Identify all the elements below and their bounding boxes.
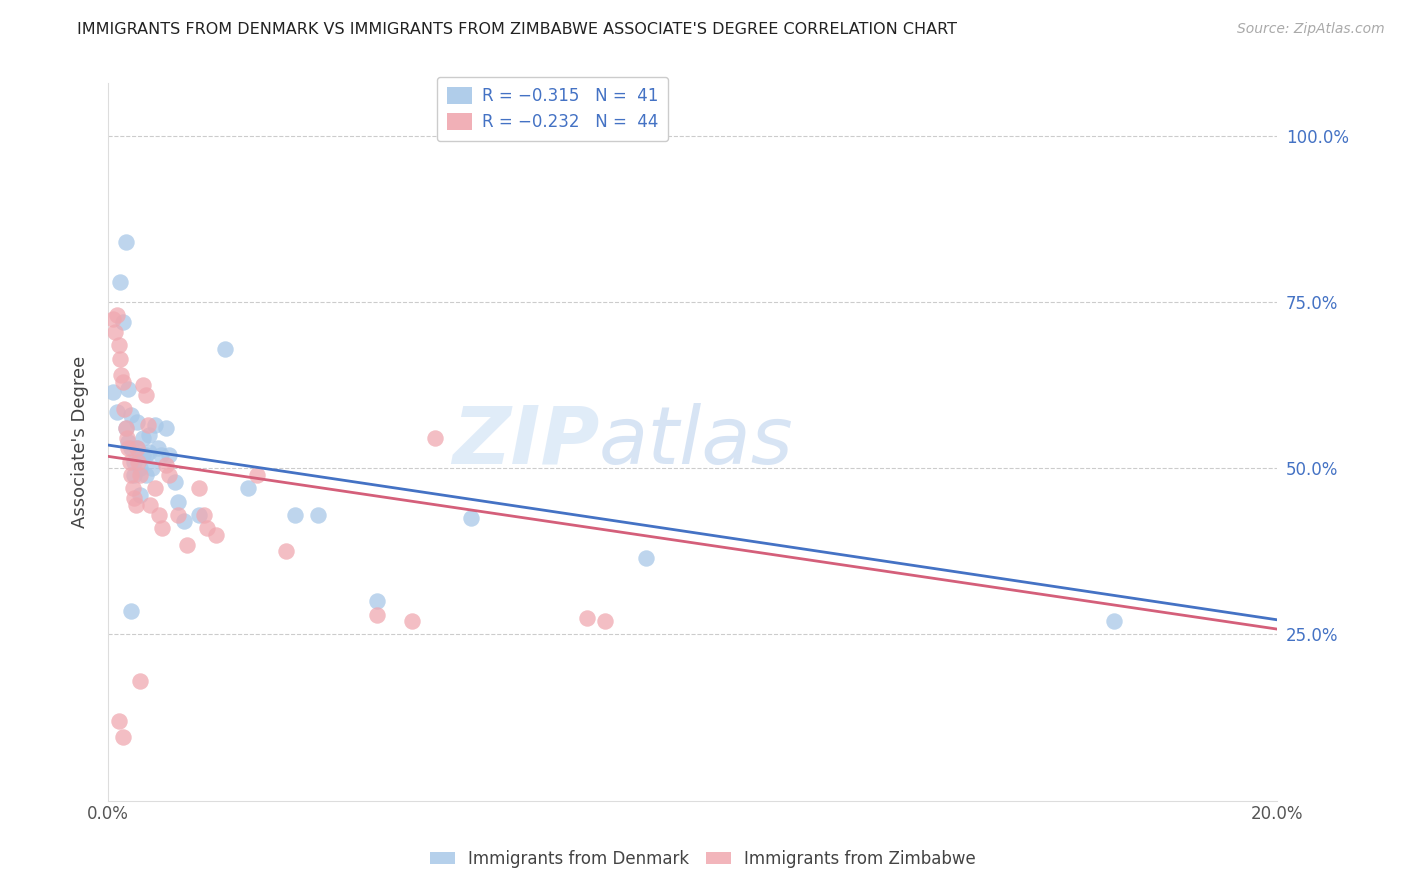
Point xyxy=(135,467,157,482)
Point xyxy=(136,418,159,433)
Point xyxy=(176,538,198,552)
Point xyxy=(104,325,127,339)
Point xyxy=(121,481,143,495)
Point xyxy=(593,614,616,628)
Point xyxy=(148,508,170,522)
Point xyxy=(101,311,124,326)
Point xyxy=(141,461,163,475)
Point xyxy=(157,448,180,462)
Point xyxy=(105,309,128,323)
Point xyxy=(129,488,152,502)
Point xyxy=(246,467,269,482)
Point xyxy=(167,494,190,508)
Point xyxy=(114,421,136,435)
Point xyxy=(135,388,157,402)
Point xyxy=(111,375,134,389)
Point xyxy=(129,467,152,482)
Point xyxy=(117,442,139,456)
Point xyxy=(238,481,260,495)
Point xyxy=(127,455,149,469)
Text: Source: ZipAtlas.com: Source: ZipAtlas.com xyxy=(1237,22,1385,37)
Point xyxy=(112,401,135,416)
Point xyxy=(124,491,146,506)
Text: ZIP: ZIP xyxy=(451,402,599,481)
Point xyxy=(114,421,136,435)
Point xyxy=(127,415,149,429)
Point xyxy=(143,418,166,433)
Point xyxy=(117,382,139,396)
Legend: R = −0.315   N =  41, R = −0.232   N =  44: R = −0.315 N = 41, R = −0.232 N = 44 xyxy=(437,77,668,142)
Point xyxy=(143,481,166,495)
Point xyxy=(366,607,388,622)
Point xyxy=(111,731,134,745)
Point xyxy=(173,515,195,529)
Point xyxy=(197,521,219,535)
Point xyxy=(460,511,482,525)
Point xyxy=(117,434,139,449)
Point xyxy=(120,408,142,422)
Point xyxy=(149,448,172,462)
Point xyxy=(120,467,142,482)
Point xyxy=(108,275,131,289)
Point xyxy=(108,351,131,366)
Point xyxy=(193,508,215,522)
Point xyxy=(107,714,129,728)
Point xyxy=(165,475,187,489)
Point xyxy=(127,442,149,456)
Point xyxy=(576,611,599,625)
Point xyxy=(634,551,657,566)
Point xyxy=(139,498,162,512)
Point xyxy=(401,614,423,628)
Point xyxy=(157,467,180,482)
Point xyxy=(276,544,298,558)
Point xyxy=(125,498,148,512)
Point xyxy=(115,431,138,445)
Point xyxy=(129,461,152,475)
Point xyxy=(135,448,157,462)
Point xyxy=(120,442,142,456)
Point xyxy=(366,594,388,608)
Point xyxy=(124,467,146,482)
Point xyxy=(124,455,146,469)
Text: IMMIGRANTS FROM DENMARK VS IMMIGRANTS FROM ZIMBABWE ASSOCIATE'S DEGREE CORRELATI: IMMIGRANTS FROM DENMARK VS IMMIGRANTS FR… xyxy=(77,22,957,37)
Point xyxy=(111,315,134,329)
Point xyxy=(205,528,228,542)
Point xyxy=(214,342,236,356)
Point xyxy=(120,455,142,469)
Point xyxy=(132,431,155,445)
Point xyxy=(155,421,177,435)
Point xyxy=(114,235,136,250)
Point xyxy=(425,431,447,445)
Y-axis label: Associate's Degree: Associate's Degree xyxy=(72,356,89,528)
Text: atlas: atlas xyxy=(599,402,794,481)
Point xyxy=(120,604,142,618)
Point xyxy=(127,442,149,456)
Point xyxy=(308,508,330,522)
Point xyxy=(146,442,169,456)
Point xyxy=(150,521,173,535)
Point xyxy=(107,338,129,352)
Point xyxy=(101,384,124,399)
Point xyxy=(138,428,160,442)
Point xyxy=(129,673,152,688)
Point xyxy=(1102,614,1125,628)
Point xyxy=(187,508,209,522)
Point xyxy=(167,508,190,522)
Point xyxy=(105,405,128,419)
Point xyxy=(132,378,155,392)
Point xyxy=(138,444,160,458)
Point xyxy=(110,368,132,383)
Legend: Immigrants from Denmark, Immigrants from Zimbabwe: Immigrants from Denmark, Immigrants from… xyxy=(423,844,983,875)
Point xyxy=(284,508,307,522)
Point xyxy=(132,448,155,462)
Point xyxy=(155,458,177,472)
Point xyxy=(187,481,209,495)
